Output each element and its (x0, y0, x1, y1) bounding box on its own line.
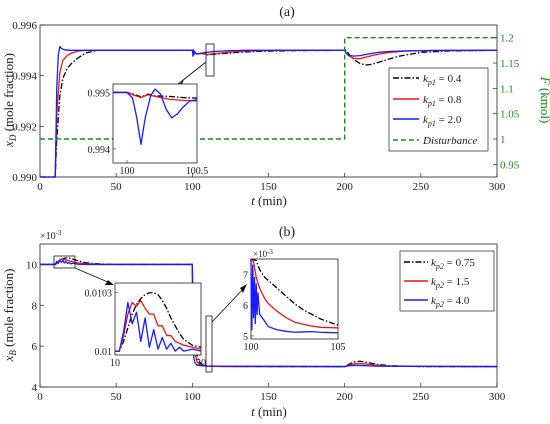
panel-b-xtick-label: 200 (336, 391, 353, 403)
panel-a-zoom-box (205, 43, 215, 77)
panel-b: (b) ×10-3 0 50 100 150 200 250 300 4 6 8 10 xB (m… (1, 225, 506, 419)
panel-b-arrow-head-left (105, 280, 114, 285)
panel-b-inset-right-ytick-label: 7 (243, 270, 248, 281)
panel-a-inset: 100 100.5 0.994 0.995 (88, 83, 209, 177)
panel-b-inset-right-ytick-label: 6 (243, 301, 248, 312)
panel-b-inset-left-xtick-label: 30 (196, 358, 206, 369)
panel-a-ytick-label: 0.996 (12, 20, 37, 32)
panel-a-ytick-label: 0.992 (12, 121, 37, 133)
panel-b-inset-left-line-2 (115, 299, 202, 352)
panel-b-xtick-label: 150 (260, 391, 277, 403)
panel-a-series-line-2 (40, 49, 497, 178)
panel-b-inset-right-xtick-label: 100 (244, 342, 259, 353)
panel-b-zoom-arrow-right (211, 287, 245, 323)
panel-b-inset-right-line-3 (250, 258, 339, 334)
panel-b-xtick-label: 100 (184, 391, 201, 403)
panel-b-xtick-label: 0 (37, 391, 43, 403)
panel-b-arrow-head-right (240, 284, 247, 293)
panel-a-xtick-label: 250 (413, 181, 430, 193)
panel-b-inset-left-ytick-label: 0.0103 (85, 289, 113, 300)
panel-a-legend-label-3: kp1 = 2.0 (423, 114, 462, 128)
panel-b-inset-right-line-1 (250, 258, 339, 326)
panel-a-legend-box (388, 67, 489, 152)
panel-a-legend-label-1: kp1 = 0.4 (423, 73, 462, 87)
panel-a-legend-label-4: Disturbance (422, 135, 478, 147)
panel-a-y2tick-label: 0.95 (500, 159, 520, 171)
panel-b-inset-left: 10 30 0.01 0.0103 (85, 282, 206, 369)
panel-b-title: (b) (279, 225, 296, 240)
panel-b-ytick-label: 4 (32, 382, 38, 394)
panel-a-xtick-label: 100 (184, 181, 201, 193)
panel-a-xtick-label: 200 (336, 181, 353, 193)
panel-a-ylabel: xD (mole fraction) (1, 53, 18, 148)
panel-a-y2label: F (kmol) (538, 76, 550, 124)
panel-b-zoom-box-right (205, 315, 213, 373)
panel-b-series-line-3 (40, 259, 498, 368)
panel-b-legend-label-3: kp2 = 4.0 (431, 295, 470, 309)
panel-b-ylabel: xB (mole fraction) (1, 269, 18, 363)
panel-a-xtick-label: 50 (111, 181, 123, 193)
panel-b-inset-left-line-3 (115, 301, 202, 352)
panel-a-y2tick-label: 1.2 (500, 33, 514, 45)
panel-a-inset-xtick-label: 100 (120, 166, 135, 177)
panel-b-zoom-arrow-left (74, 267, 111, 284)
panel-b-xlabel: t (min) (251, 404, 287, 419)
panel-b-ytick-label: 6 (32, 341, 38, 353)
panel-b-legend-label-2: kp2 = 1.5 (431, 276, 470, 290)
panel-a-legend: kp1 = 0.4 kp1 = 0.8 kp1 = 2.0 Disturbance (388, 67, 489, 152)
panel-a-xtick-label: 300 (489, 181, 506, 193)
panel-a-xtick-label: 0 (37, 181, 43, 193)
panel-b-ytick-label: 8 (32, 300, 38, 312)
panel-a-inset-ytick-label: 0.994 (88, 145, 111, 156)
panel-a-y2tick-label: 1 (500, 134, 506, 146)
panel-b-legend-label-1: kp2 = 0.75 (431, 257, 475, 271)
panel-b-inset-right-line-2 (250, 258, 339, 329)
panel-a-ytick-label: 0.994 (12, 71, 37, 83)
panel-a-xlabel: t (min) (251, 193, 287, 208)
panel-b-xtick-label: 300 (489, 391, 506, 403)
panel-b-inset-left-frame (114, 282, 202, 356)
panel-a-y2tick-label: 1.05 (500, 109, 520, 121)
panel-a-series-line-3 (40, 45, 498, 178)
panel-a-inset-xtick-label: 100.5 (186, 166, 209, 177)
panel-b-ytick-label: 10 (26, 259, 38, 271)
panel-b-inset-left-xtick-label: 10 (110, 358, 120, 369)
panel-a-inset-line-3 (113, 88, 198, 146)
panel-b-multiplier: ×10-3 (40, 229, 62, 242)
panel-a-y2tick-label: 1.15 (500, 58, 520, 70)
panel-b-inset-right-ytick-label: 5 (243, 332, 248, 343)
panel-a: (a) 0 50 100 150 200 250 300 0.990 0.992 0.994 0.… (1, 5, 550, 208)
panel-a-title: (a) (279, 5, 295, 20)
panel-b-xtick-label: 250 (413, 391, 430, 403)
panel-b-inset-right-multiplier: ×10-3 (253, 248, 273, 259)
panel-a-legend-label-2: kp1 = 0.8 (423, 94, 462, 108)
panel-b-inset-left-ytick-label: 0.01 (95, 347, 113, 358)
panel-a-y2tick-label: 1.1 (500, 83, 514, 95)
panel-b-zoom-box-left (53, 255, 76, 269)
panel-b-legend: kp2 = 0.75 kp2 = 1.5 kp2 = 4.0 (399, 250, 495, 312)
panel-a-xtick-label: 150 (260, 181, 277, 193)
panel-a-zoom-arrow (177, 61, 207, 85)
panel-b-xtick-label: 50 (111, 391, 123, 403)
panel-a-ytick-label: 0.990 (12, 172, 37, 184)
panel-a-inset-ytick-label: 0.995 (88, 88, 111, 99)
panel-a-series-line-1 (40, 49, 498, 178)
panel-b-inset-right-xtick-label: 105 (331, 342, 346, 353)
